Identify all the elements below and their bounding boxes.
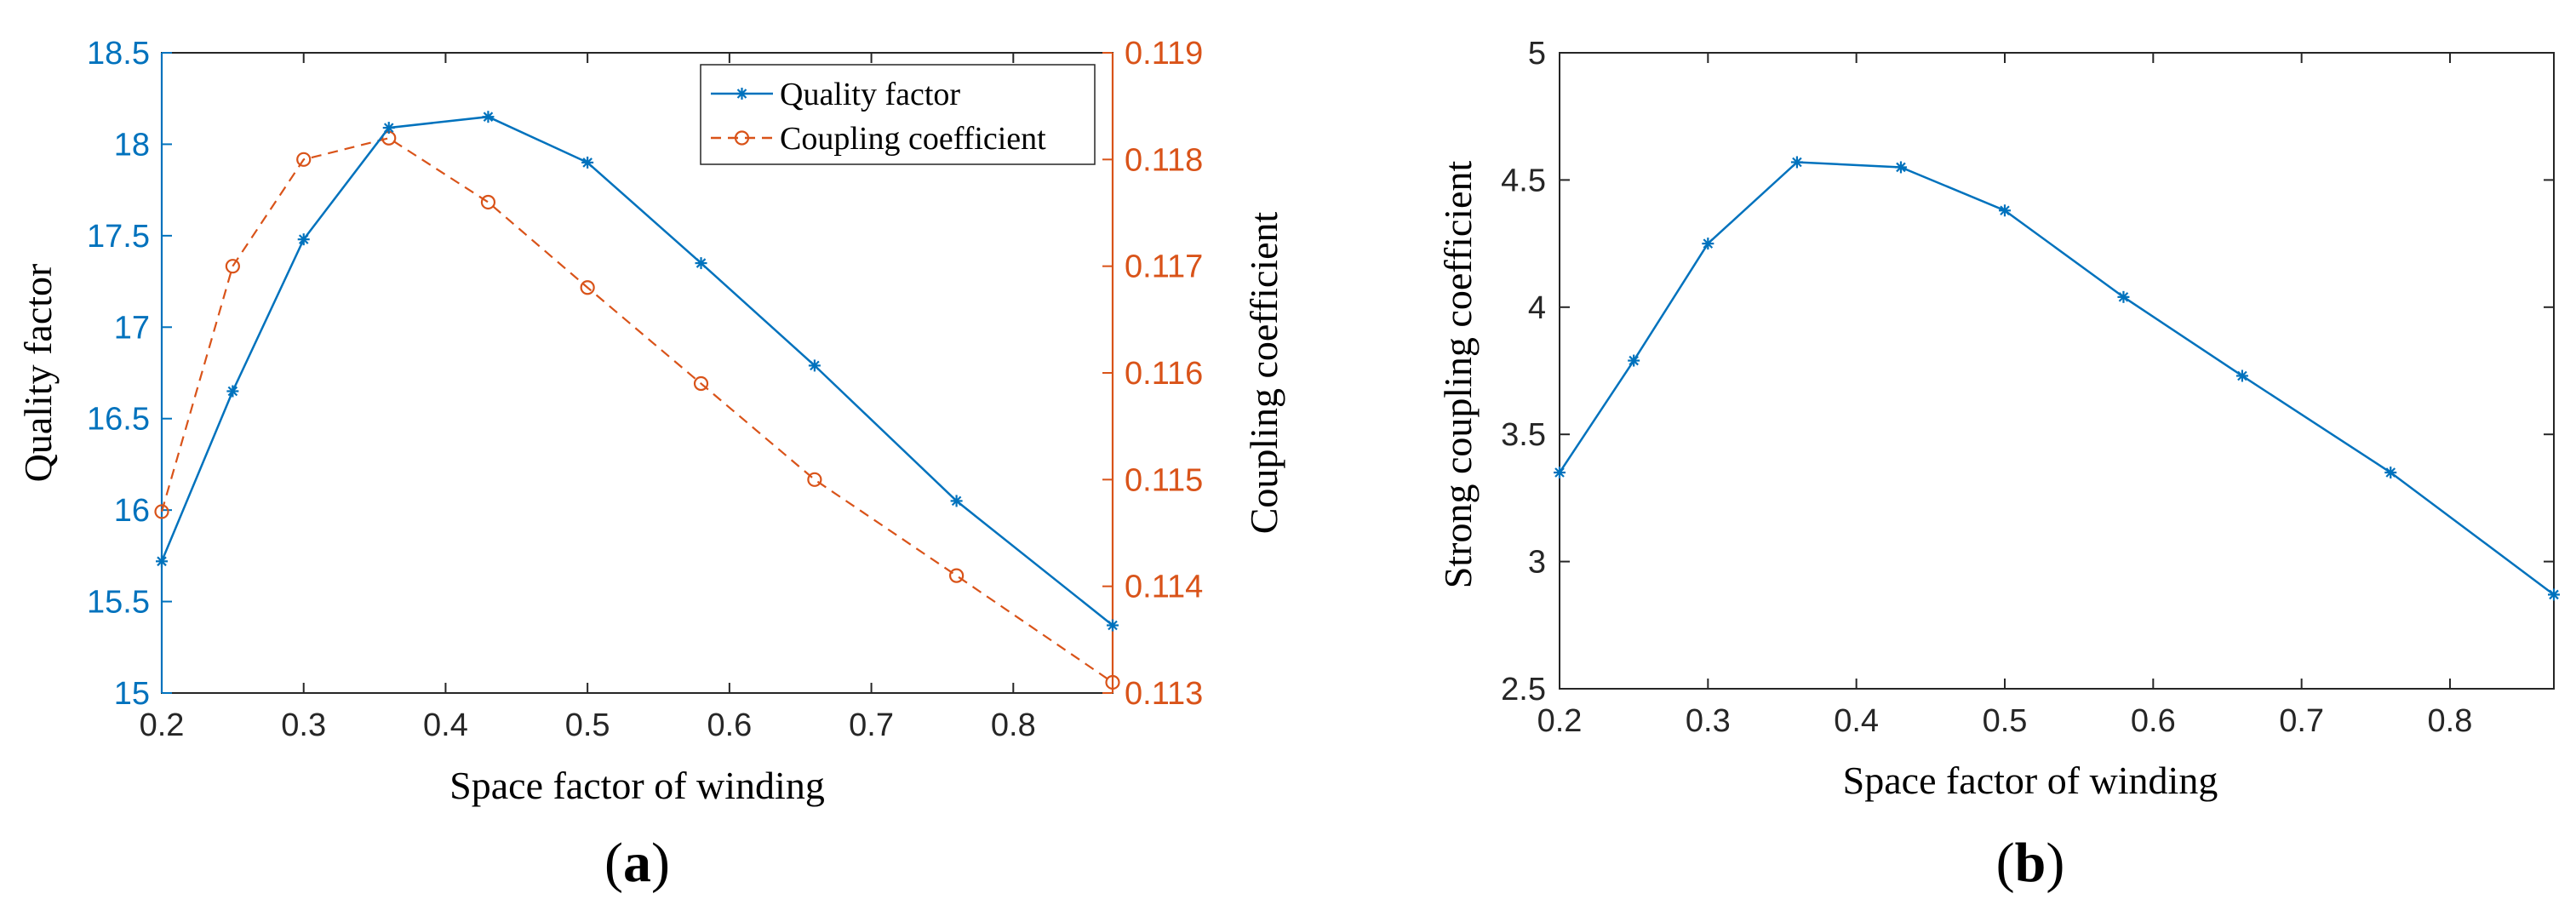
data-point-strong-coupling-coefficient <box>1790 156 1803 169</box>
data-point-strong-coupling-coefficient <box>1998 204 2011 217</box>
data-point-coupling-coefficient <box>296 152 312 167</box>
x-tick-label: 0.5 <box>565 707 610 743</box>
y-tick-label: 4.5 <box>1501 163 1546 198</box>
data-point-quality-factor <box>482 111 495 123</box>
panel-a-series <box>154 111 1120 690</box>
legend: Quality factor Coupling coefficient <box>700 64 1096 165</box>
y-tick-label-right: 0.118 <box>1125 142 1203 178</box>
data-point-quality-factor <box>581 156 594 169</box>
panel-a-y-ticks-right: 0.113 0.114 0.115 0.116 0.117 0.118 0.119 <box>1102 36 1203 712</box>
data-point-quality-factor <box>156 555 168 568</box>
series-line-strong-coupling-coefficient <box>1558 161 2555 596</box>
data-point-quality-factor <box>695 257 707 270</box>
panel-b-x-ticks: 0.2 0.3 0.4 0.5 0.6 0.7 0.8 <box>1537 53 2473 739</box>
data-point-quality-factor <box>226 385 239 398</box>
data-point-strong-coupling-coefficient <box>1894 161 1907 174</box>
legend-marker-quality-factor <box>736 88 748 100</box>
y-tick-label-left: 17 <box>114 310 150 346</box>
data-point-quality-factor <box>1107 619 1119 632</box>
legend-label-quality-factor: Quality factor <box>780 77 960 112</box>
data-point-coupling-coefficient <box>154 504 169 519</box>
series-line-quality-factor <box>160 115 1113 627</box>
x-tick-label: 0.5 <box>1983 703 2028 739</box>
y-tick-label-right: 0.116 <box>1125 356 1203 392</box>
data-point-coupling-coefficient <box>693 375 709 392</box>
panel-a-y-ticks-left: 15 15.5 16 16.5 17 17.5 18 18.5 <box>87 36 172 712</box>
x-tick-label: 0.6 <box>2131 703 2176 739</box>
data-point-coupling-coefficient <box>949 568 965 583</box>
data-point-quality-factor <box>382 122 395 135</box>
panel-b-label: (b) <box>1996 832 2065 894</box>
legend-marker-coupling-coefficient <box>734 130 750 146</box>
data-point-coupling-coefficient <box>807 472 822 487</box>
x-tick-label: 0.7 <box>2279 703 2324 739</box>
x-tick-label: 0.3 <box>1686 703 1731 739</box>
x-tick-label: 0.7 <box>849 707 894 743</box>
y-tick-label: 2.5 <box>1501 672 1546 707</box>
panel-a-x-ticks: 0.2 0.3 0.4 0.5 0.6 0.7 0.8 <box>140 53 1036 743</box>
y-tick-label-left: 16 <box>114 493 150 529</box>
data-point-coupling-coefficient <box>1105 674 1120 690</box>
panel-b: 0.2 0.3 0.4 0.5 0.6 0.7 0.8 2.5 3 3.5 4 4.5 5 Space… <box>1436 36 2560 894</box>
panel-b-y-axis-label: Strong coupling coefficient <box>1436 161 1480 589</box>
y-tick-label-right: 0.115 <box>1125 462 1203 498</box>
y-tick-label-left: 15 <box>114 676 150 712</box>
data-point-strong-coupling-coefficient <box>2384 467 2397 479</box>
x-tick-label: 0.2 <box>140 707 185 743</box>
y-tick-label: 5 <box>1528 36 1546 72</box>
data-point-coupling-coefficient <box>225 259 240 274</box>
panel-b-x-axis-label: Space factor of winding <box>1843 759 2218 802</box>
x-tick-label: 0.8 <box>2428 703 2473 739</box>
y-tick-label-left: 18 <box>114 127 150 163</box>
data-point-quality-factor <box>950 495 963 507</box>
panel-b-y-ticks: 2.5 3 3.5 4 4.5 5 <box>1501 36 2554 707</box>
legend-label-coupling-coefficient: Coupling coefficient <box>780 121 1046 157</box>
panel-a-y-axis-label-right: Coupling coefficient <box>1242 212 1285 535</box>
data-point-strong-coupling-coefficient <box>2548 588 2560 601</box>
x-tick-label: 0.3 <box>281 707 326 743</box>
panel-b-plot-area <box>1559 52 2555 690</box>
data-point-strong-coupling-coefficient <box>1702 238 1714 250</box>
y-tick-label: 4 <box>1528 290 1546 326</box>
y-tick-label: 3.5 <box>1501 417 1546 453</box>
x-tick-label: 0.6 <box>707 707 752 743</box>
y-tick-label-left: 15.5 <box>87 585 150 621</box>
x-tick-label: 0.2 <box>1537 703 1583 739</box>
y-tick-label: 3 <box>1528 545 1546 581</box>
panel-b-series <box>1554 156 2560 601</box>
data-point-coupling-coefficient <box>480 194 496 210</box>
x-tick-label: 0.4 <box>1834 703 1879 739</box>
data-point-strong-coupling-coefficient <box>2235 369 2248 382</box>
panel-a-x-axis-label: Space factor of winding <box>449 764 825 807</box>
y-tick-label-right: 0.113 <box>1125 676 1203 712</box>
panel-a-label: (a) <box>604 832 670 894</box>
y-tick-label-left: 18.5 <box>87 36 150 72</box>
y-tick-label-right: 0.119 <box>1125 36 1203 72</box>
panel-a-y-axis-label-left: Quality factor <box>16 264 60 483</box>
y-tick-label-right: 0.117 <box>1125 249 1203 285</box>
x-tick-label: 0.8 <box>991 707 1036 743</box>
y-tick-label-right: 0.114 <box>1125 570 1203 605</box>
data-point-strong-coupling-coefficient <box>2117 290 2130 303</box>
series-line-coupling-coefficient <box>160 137 1113 684</box>
data-point-quality-factor <box>297 233 310 246</box>
panel-a: 0.2 0.3 0.4 0.5 0.6 0.7 0.8 15 15.5 16 16.5 17 17.5… <box>16 36 1285 894</box>
data-point-quality-factor <box>808 359 821 372</box>
data-point-strong-coupling-coefficient <box>1554 467 1566 479</box>
data-point-strong-coupling-coefficient <box>1628 354 1640 367</box>
y-tick-label-left: 16.5 <box>87 402 150 438</box>
data-point-coupling-coefficient <box>580 280 595 295</box>
x-tick-label: 0.4 <box>423 707 468 743</box>
y-tick-label-left: 17.5 <box>87 219 150 255</box>
legend-box <box>700 64 1096 165</box>
